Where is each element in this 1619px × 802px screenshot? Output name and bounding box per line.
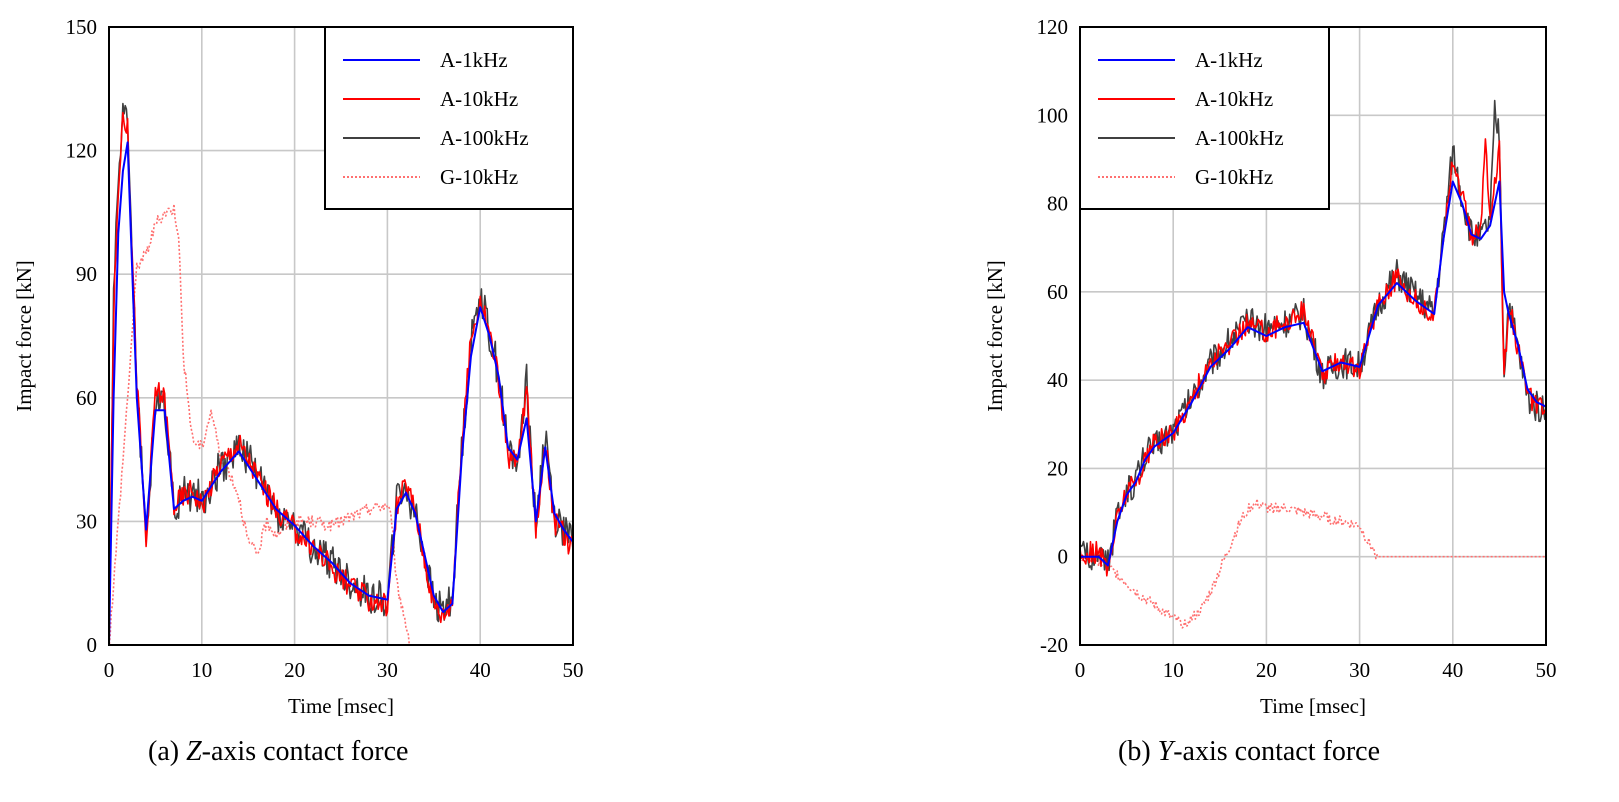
- x-tick-label: 10: [1163, 658, 1184, 682]
- caption-suffix: -axis contact force: [1173, 736, 1381, 767]
- x-tick-label: 40: [470, 658, 491, 682]
- y-tick-label: 150: [66, 15, 98, 39]
- legend-label-a-1khz: A-1kHz: [440, 48, 508, 72]
- y-tick-label: 120: [1037, 15, 1069, 39]
- y-axis-title: Impact force [kN]: [983, 260, 1007, 412]
- y-axis-force-chart: 0 10 20 30 40 50 -20 0 20 40 60 80 100 120 Time [msec]…: [983, 15, 1557, 718]
- caption-axis-letter: Y: [1157, 736, 1174, 767]
- legend-label-a-10khz: A-10kHz: [440, 87, 518, 111]
- y-tick-label: 0: [1058, 545, 1069, 569]
- y-tick-label: 80: [1047, 192, 1068, 216]
- z-axis-force-chart: 0 10 20 30 40 50 0 30 60 90 120 150 Time [msec] Impac…: [12, 15, 584, 718]
- series-line-a-10khz: [109, 111, 573, 645]
- legend: A-1kHz A-10kHz A-100kHz G-10kHz: [324, 26, 574, 210]
- legend-label-a-100khz: A-100kHz: [1195, 126, 1284, 150]
- y-tick-label: 60: [76, 386, 97, 410]
- caption-axis-letter: Z: [186, 736, 202, 767]
- caption-prefix: (a): [148, 736, 187, 767]
- legend-label-g-10khz: G-10kHz: [440, 165, 518, 189]
- y-tick-label: 40: [1047, 368, 1068, 392]
- caption-z-axis: (a) Z-axis contact force: [148, 736, 408, 768]
- x-tick-label: 30: [1349, 658, 1370, 682]
- legend-label-a-10khz: A-10kHz: [1195, 87, 1273, 111]
- series-line-g-10khz: [1080, 498, 1546, 629]
- chart-panel-y-axis: 0 10 20 30 40 50 -20 0 20 40 60 80 100 120 Time [msec]…: [983, 0, 1619, 802]
- chart-panel-z-axis: 0 10 20 30 40 50 0 30 60 90 120 150 Time [msec] Impac…: [0, 0, 640, 802]
- series-line-g-10khz: [109, 203, 573, 645]
- series-group: [1080, 99, 1546, 629]
- y-tick-label: 60: [1047, 280, 1068, 304]
- x-tick-label: 20: [1256, 658, 1277, 682]
- legend-box: [1079, 26, 1330, 210]
- series-line-a-1khz: [1080, 180, 1546, 567]
- y-tick-label: 120: [66, 139, 98, 163]
- series-line-a-10khz: [1080, 138, 1546, 577]
- x-tick-label: 20: [284, 658, 305, 682]
- y-tick-label: 20: [1047, 456, 1068, 480]
- legend-label-g-10khz: G-10kHz: [1195, 165, 1273, 189]
- legend-label-a-100khz: A-100kHz: [440, 126, 529, 150]
- x-axis-title: Time [msec]: [1260, 694, 1366, 718]
- x-tick-label: 10: [191, 658, 212, 682]
- caption-suffix: -axis contact force: [201, 736, 409, 767]
- x-tick-label: 50: [563, 658, 584, 682]
- y-tick-label: 0: [87, 633, 98, 657]
- x-tick-label: 0: [104, 658, 115, 682]
- legend-label-a-1khz: A-1kHz: [1195, 48, 1263, 72]
- legend: A-1kHz A-10kHz A-100kHz G-10kHz: [1079, 26, 1330, 210]
- series-group: [109, 102, 573, 645]
- x-tick-label: 40: [1442, 658, 1463, 682]
- caption-prefix: (b): [1118, 736, 1158, 767]
- x-tick-label: 0: [1075, 658, 1086, 682]
- y-tick-label: 30: [76, 509, 97, 533]
- x-axis-title: Time [msec]: [288, 694, 394, 718]
- y-axis-title: Impact force [kN]: [12, 260, 36, 412]
- y-tick-label: 90: [76, 262, 97, 286]
- caption-y-axis: (b) Y-axis contact force: [1118, 736, 1380, 768]
- series-line-a-1khz: [109, 141, 573, 645]
- x-tick-label: 50: [1536, 658, 1557, 682]
- legend-box: [324, 26, 574, 210]
- y-tick-label: -20: [1040, 633, 1068, 657]
- y-tick-label: 100: [1037, 103, 1069, 127]
- x-tick-label: 30: [377, 658, 398, 682]
